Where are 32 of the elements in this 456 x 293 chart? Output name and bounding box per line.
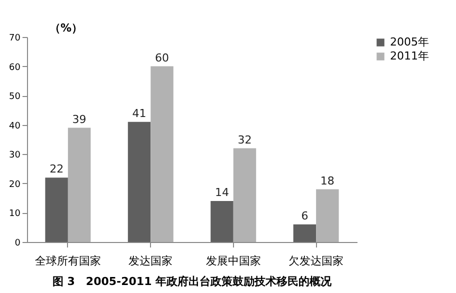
data-label: 32 xyxy=(238,133,252,146)
data-label: 41 xyxy=(132,106,146,120)
data-label: 22 xyxy=(50,162,64,176)
data-label: 18 xyxy=(320,174,334,188)
data-label: 60 xyxy=(155,51,170,64)
x-tick-label: 发展中国家 xyxy=(206,254,261,268)
bar xyxy=(128,122,151,242)
x-tick-label: 全球所有国家 xyxy=(34,254,101,268)
x-tick-label: 欠发达国家 xyxy=(288,254,344,268)
y-tick-label: 0 xyxy=(14,238,21,248)
text: 图 3 2005-2011 年政府出台政策鼓励技术移民的概况 xyxy=(52,275,333,288)
data-label: 6 xyxy=(301,209,308,222)
data-label: 14 xyxy=(214,186,229,199)
y-tick-label: 60 xyxy=(9,62,21,73)
y-tick-label: 50 xyxy=(9,92,21,102)
x-tick-label: 发达国家 xyxy=(128,254,173,268)
bar xyxy=(150,66,174,242)
y-tick-label: 10 xyxy=(9,209,21,220)
y-tick-label: 70 xyxy=(9,34,21,44)
y-tick-label: 20 xyxy=(9,180,21,190)
bar xyxy=(68,128,91,242)
bar xyxy=(316,189,339,242)
bar xyxy=(293,224,316,242)
y-axis-title: （%） xyxy=(50,22,83,34)
y-tick-label: 30 xyxy=(9,150,21,161)
legend-label: 2005年 xyxy=(390,36,429,48)
bar xyxy=(45,178,68,242)
bar xyxy=(233,148,256,242)
data-label: 39 xyxy=(72,112,86,126)
legend-label: 2011年 xyxy=(390,50,429,62)
y-tick-label: 40 xyxy=(9,121,21,132)
bar xyxy=(210,201,234,242)
